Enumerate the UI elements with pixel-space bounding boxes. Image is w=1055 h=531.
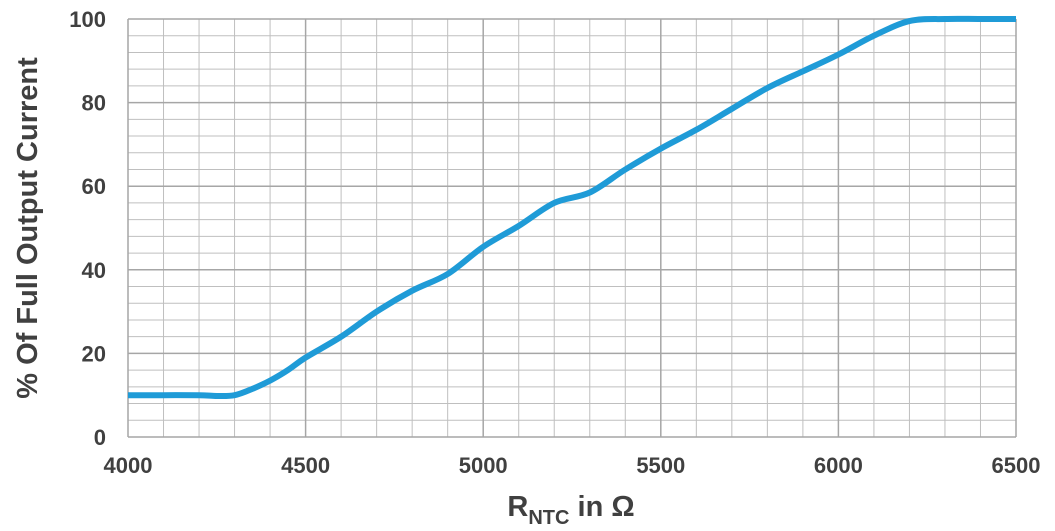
x-tick-label: 4500	[281, 453, 330, 478]
x-tick-label: 5000	[459, 453, 508, 478]
y-axis-title: % Of Full Output Current	[12, 57, 44, 399]
series-layer	[128, 15, 1016, 400]
y-tick-label: 100	[69, 7, 106, 32]
y-tick-label: 0	[94, 425, 106, 450]
series-line	[128, 15, 1016, 400]
y-tick-labels: 0 20 40 60 80 100	[69, 7, 106, 450]
y-tick-label: 20	[82, 341, 106, 366]
x-tick-label: 5500	[636, 453, 685, 478]
minor-gridlines	[128, 19, 1016, 437]
y-tick-label: 80	[82, 91, 106, 116]
x-tick-label: 4000	[104, 453, 153, 478]
x-axis-title-main: R	[507, 491, 528, 523]
x-axis-title: RNTC in Ω	[507, 491, 634, 529]
x-axis-title-subscript: NTC	[528, 507, 569, 529]
y-tick-label: 60	[82, 174, 106, 199]
x-axis-title-suffix: in Ω	[569, 491, 634, 523]
y-tick-label: 40	[82, 258, 106, 283]
major-gridlines	[127, 18, 1017, 438]
x-tick-label: 6500	[992, 453, 1041, 478]
x-tick-label: 6000	[814, 453, 863, 478]
x-tick-labels: 4000 4500 5000 5500 6000 6500	[104, 453, 1041, 478]
